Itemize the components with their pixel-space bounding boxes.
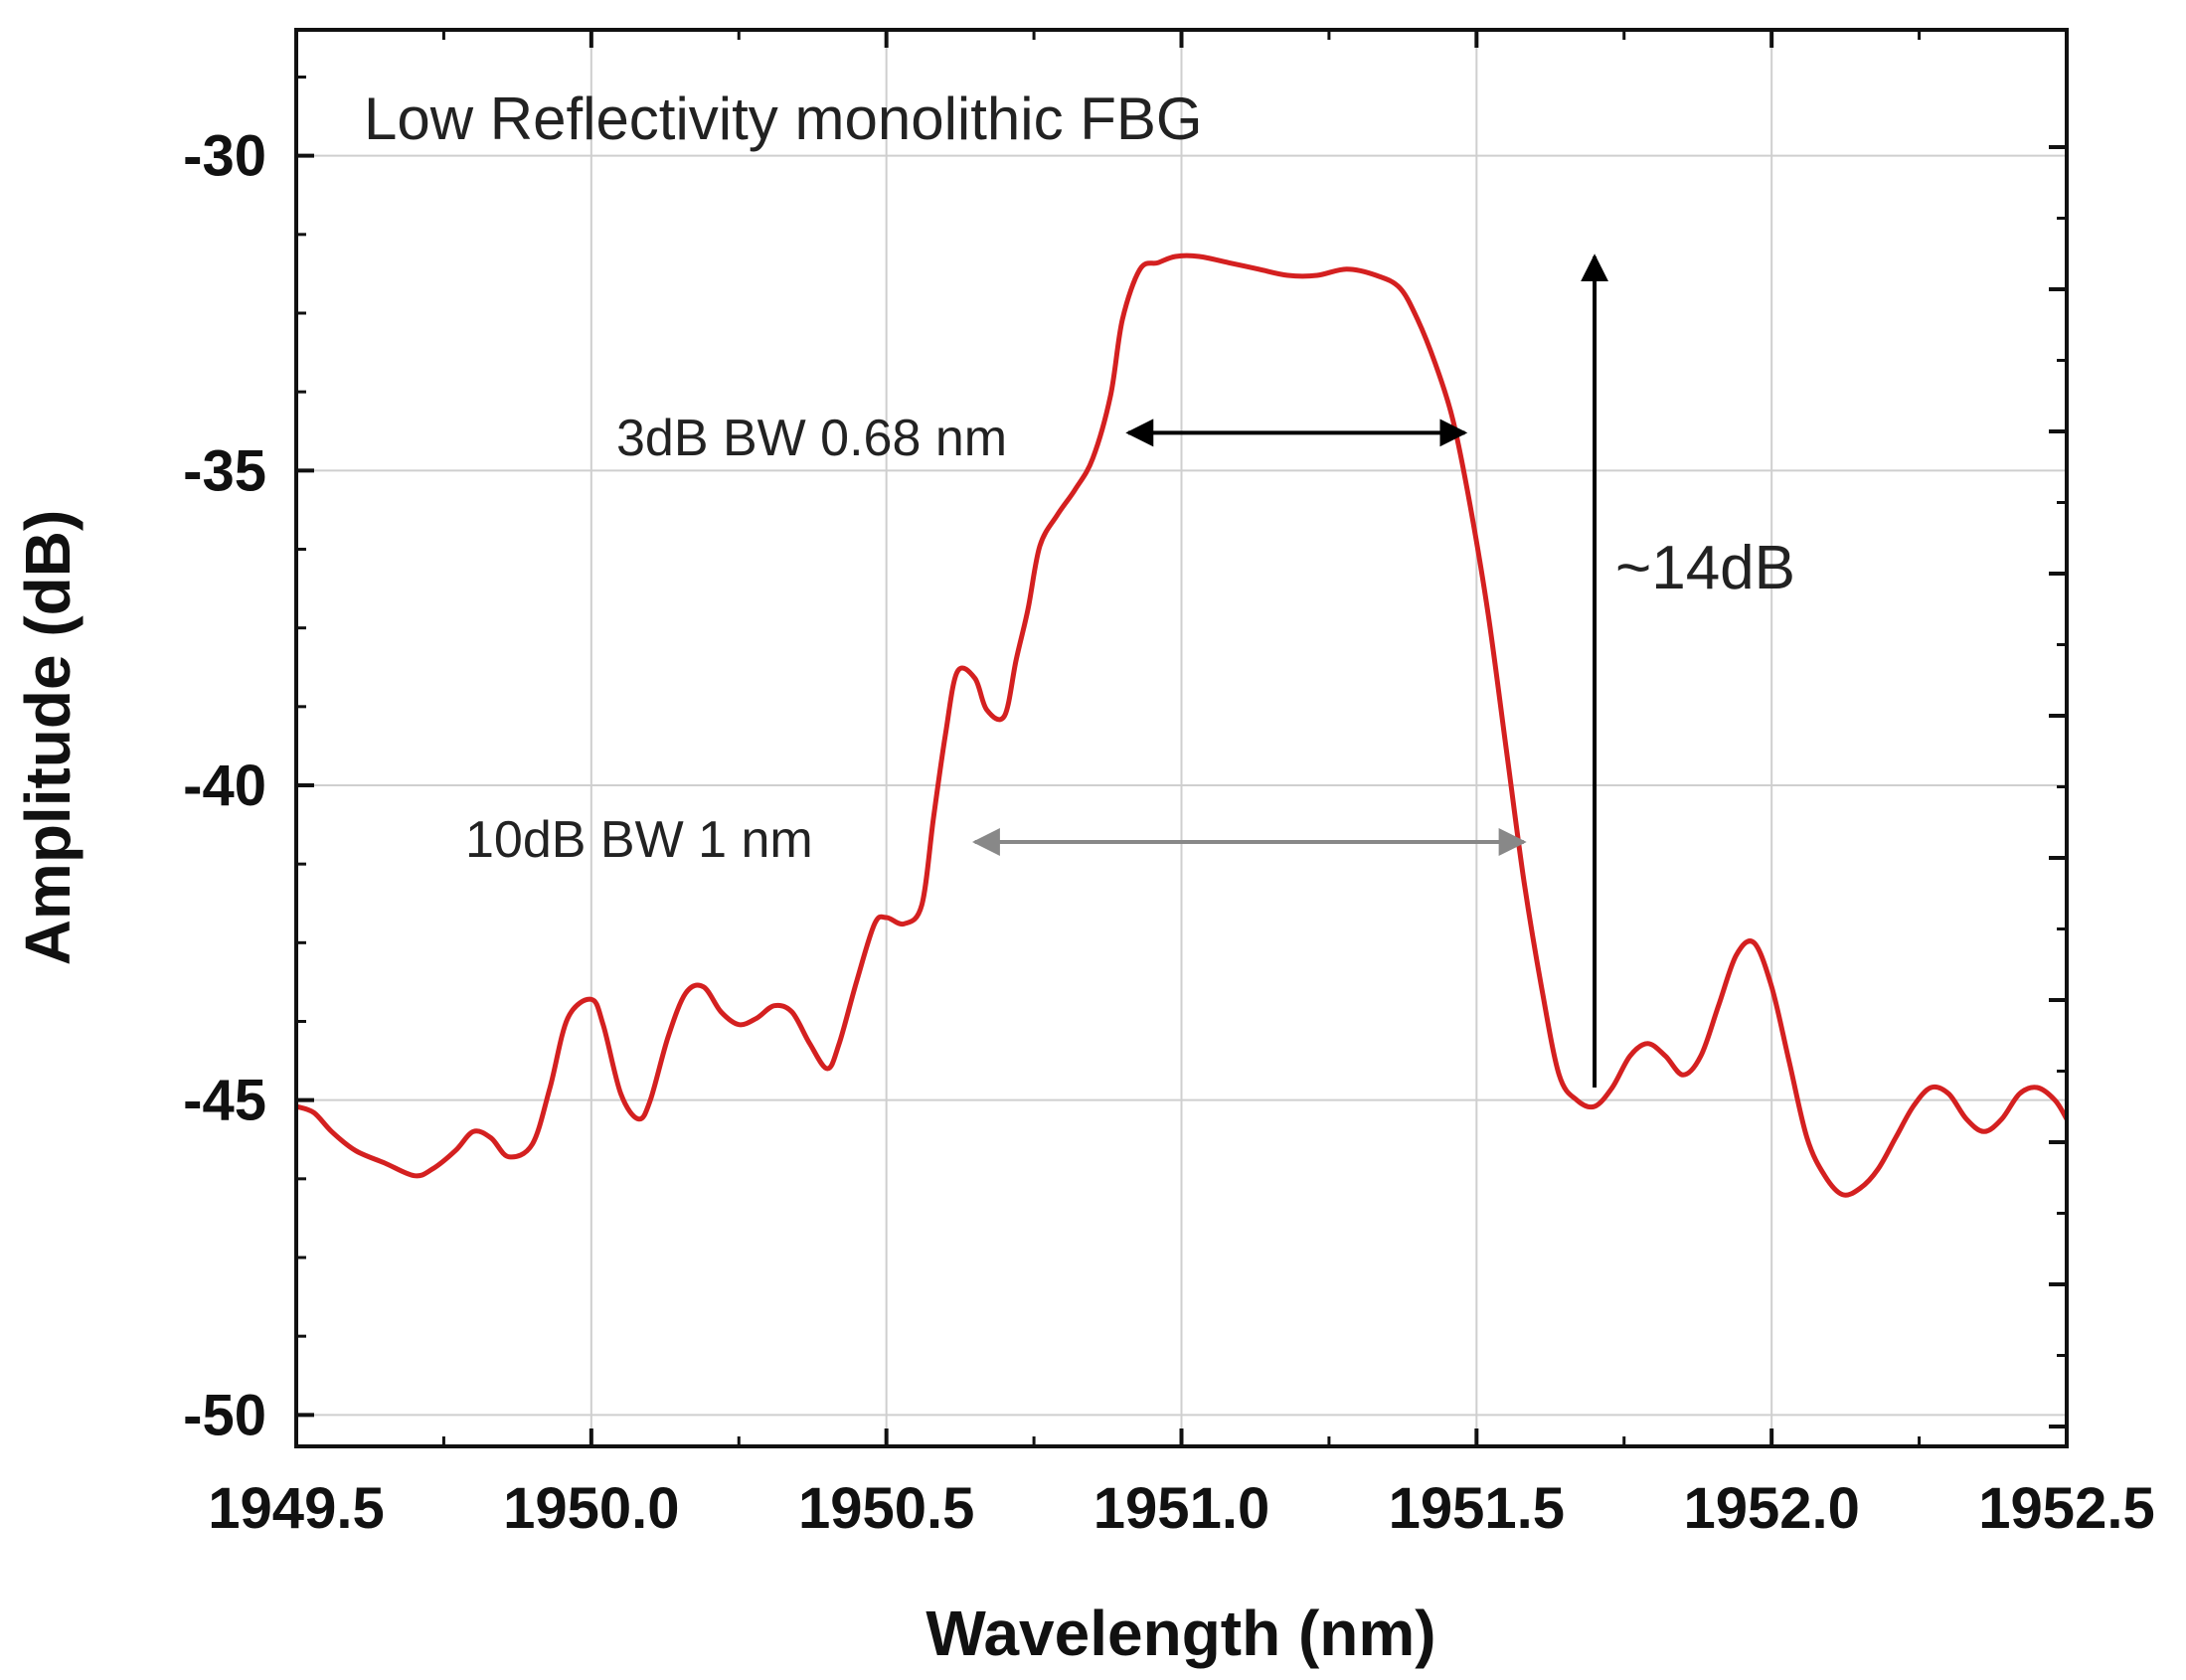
annotation-14db-label: ~14dB (1615, 534, 1795, 602)
y-tick-label: -40 (183, 754, 266, 818)
y-tick-labels: -30 -35 -40 -45 -50 (183, 124, 266, 1448)
chart-title: Low Reflectivity monolithic FBG (364, 85, 1203, 152)
y-tick-label: -45 (183, 1069, 266, 1133)
grid-lines (295, 30, 2068, 1446)
x-tick-label: 1950.0 (503, 1476, 679, 1541)
annotation-3db-bw-label: 3dB BW 0.68 nm (616, 410, 1007, 467)
annotation-layer (971, 253, 1609, 1088)
series-line-fbg (295, 252, 2070, 1198)
annotation-10db-bw-label: 10dB BW 1 nm (465, 811, 813, 869)
x-tick-label: 1950.5 (798, 1476, 974, 1541)
x-tick-label: 1952.0 (1683, 1476, 1859, 1541)
x-tick-label: 1951.5 (1389, 1476, 1565, 1541)
x-tick-label: 1949.5 (208, 1476, 384, 1541)
x-tick-labels: 1949.5 1950.0 1950.5 1951.0 1951.5 1952.0 1952… (208, 1476, 2154, 1541)
x-tick-label: 1952.5 (1978, 1476, 2154, 1541)
x-tick-label: 1951.0 (1093, 1476, 1269, 1541)
y-tick-label: -30 (183, 124, 266, 189)
y-tick-label: -35 (183, 438, 266, 503)
y-axis-title: Amplitude (dB) (12, 510, 84, 966)
plot-frame (294, 28, 2069, 1448)
series-layer (295, 252, 2070, 1198)
x-axis-title: Wavelength (nm) (925, 1597, 1435, 1669)
y-tick-label: -50 (183, 1383, 266, 1447)
